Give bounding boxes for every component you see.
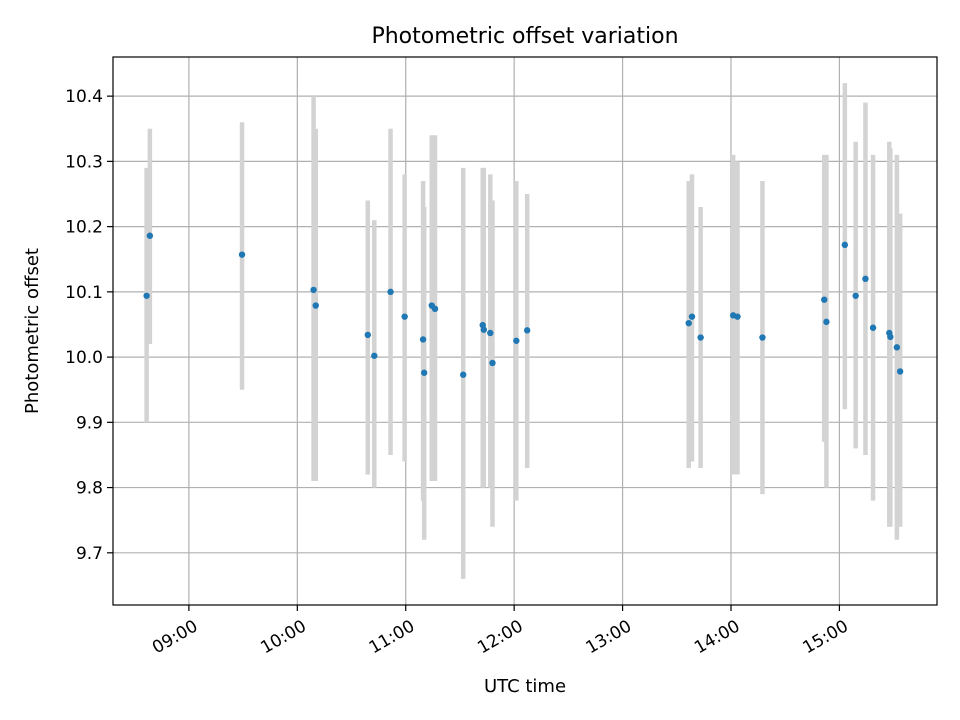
data-point (759, 334, 766, 341)
y-tick-label: 9.8 (76, 479, 103, 499)
chart-title: Photometric offset variation (371, 24, 678, 49)
x-axis-label: UTC time (484, 676, 566, 697)
data-point (312, 302, 319, 309)
data-point (420, 369, 428, 376)
x-tick-label: 09:00 (149, 616, 201, 658)
data-point (310, 286, 317, 294)
data-point (364, 331, 371, 339)
data-point (146, 232, 154, 239)
x-tick-label: 12:00 (474, 616, 526, 658)
error-bars (144, 83, 903, 579)
data-point (896, 368, 904, 375)
data-point (419, 336, 427, 343)
data-point (685, 319, 692, 327)
data-point (460, 371, 467, 378)
data-point (143, 292, 150, 299)
data-point (734, 313, 741, 320)
data-point (489, 359, 496, 367)
data-point (841, 241, 849, 249)
plot-area-frame (112, 56, 938, 606)
y-tick-label: 10.2 (65, 218, 103, 238)
data-point (821, 296, 828, 303)
data-point (238, 251, 246, 258)
data-point (697, 334, 704, 341)
y-tick-label: 10.1 (65, 283, 103, 303)
data-point (371, 352, 378, 359)
x-tick-label: 10:00 (257, 616, 309, 658)
y-axis-label: Photometric offset (22, 248, 43, 414)
data-point (893, 344, 901, 351)
data-point (823, 318, 830, 326)
data-point (431, 305, 439, 313)
data-point (523, 327, 531, 334)
data-point (887, 333, 894, 341)
y-tick-label: 9.7 (76, 544, 103, 564)
x-axis-ticks: 09:00 10:00 11:00 12:00 13:00 14:00 15:00 (149, 605, 852, 658)
data-point (480, 326, 487, 333)
data-point (688, 313, 696, 320)
x-tick-label: 15:00 (799, 616, 851, 658)
y-tick-label: 10.3 (65, 152, 103, 172)
x-tick-label: 11:00 (366, 616, 418, 658)
data-point (513, 337, 520, 344)
data-point (869, 324, 877, 331)
data-point (401, 313, 408, 320)
y-axis-ticks: 9.7 9.8 9.9 10.0 10.1 10.2 10.3 10.4 (65, 87, 113, 564)
data-point (387, 288, 394, 296)
data-point (852, 292, 859, 299)
data-point (487, 329, 494, 337)
x-tick-label: 14:00 (691, 616, 743, 658)
y-tick-label: 10.4 (65, 87, 103, 107)
data-point (862, 275, 869, 283)
x-tick-label: 13:00 (583, 616, 635, 658)
data-points (143, 232, 904, 378)
y-tick-label: 10.0 (65, 348, 103, 368)
y-tick-label: 9.9 (76, 413, 103, 433)
